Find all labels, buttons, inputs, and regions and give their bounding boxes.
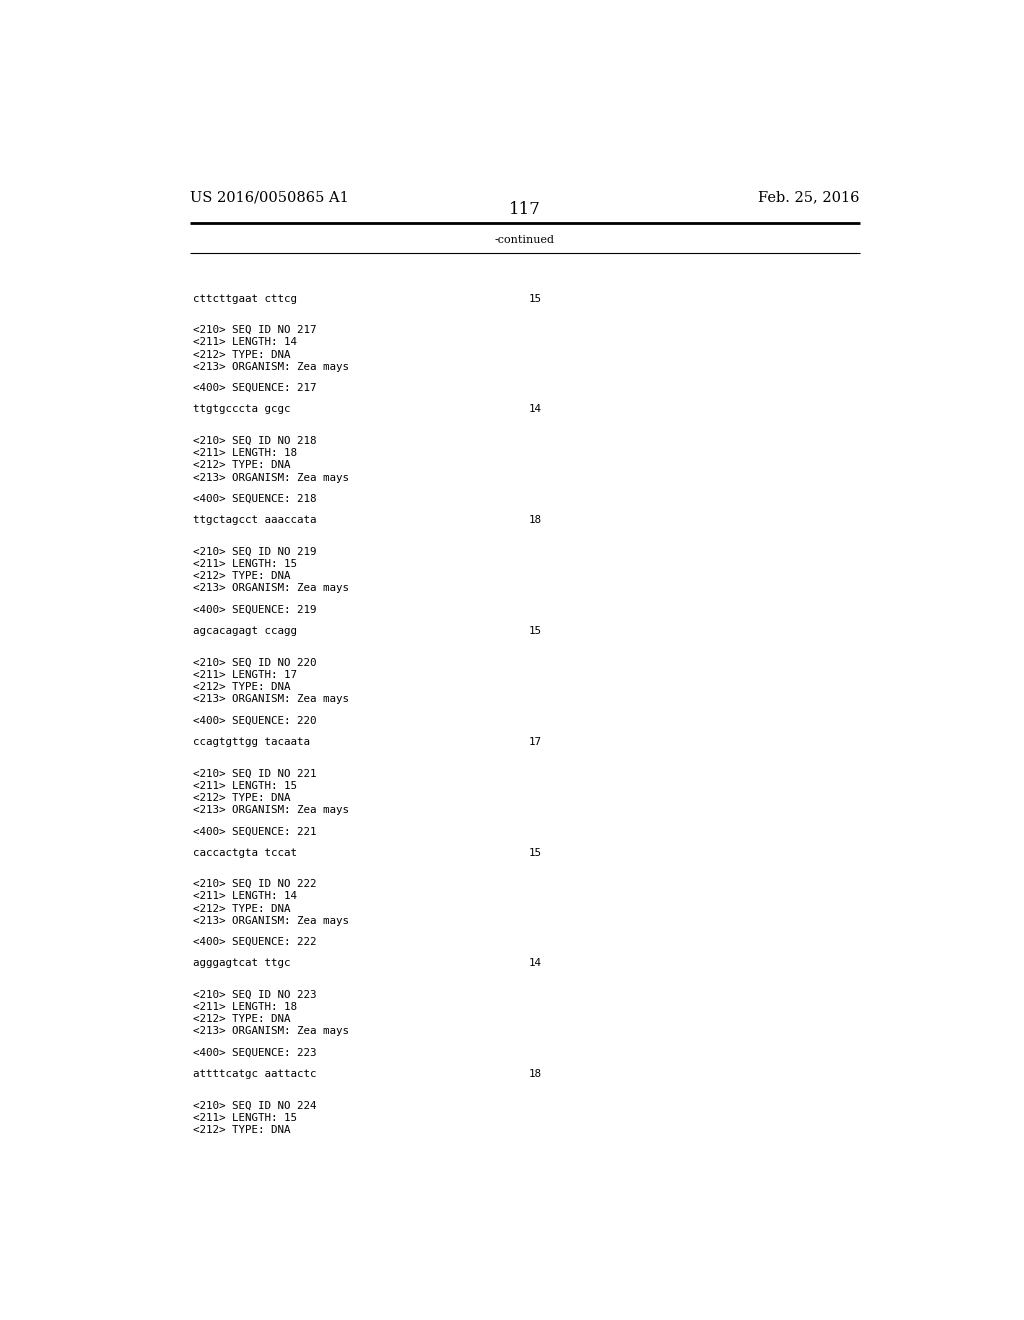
Text: <213> ORGANISM: Zea mays: <213> ORGANISM: Zea mays — [194, 1027, 349, 1036]
Text: <400> SEQUENCE: 217: <400> SEQUENCE: 217 — [194, 383, 316, 393]
Text: 15: 15 — [528, 293, 542, 304]
Text: <400> SEQUENCE: 219: <400> SEQUENCE: 219 — [194, 605, 316, 615]
Text: <212> TYPE: DNA: <212> TYPE: DNA — [194, 1014, 291, 1024]
Text: 14: 14 — [528, 404, 542, 414]
Text: <210> SEQ ID NO 221: <210> SEQ ID NO 221 — [194, 768, 316, 779]
Text: <400> SEQUENCE: 222: <400> SEQUENCE: 222 — [194, 937, 316, 946]
Text: <212> TYPE: DNA: <212> TYPE: DNA — [194, 903, 291, 913]
Text: <210> SEQ ID NO 223: <210> SEQ ID NO 223 — [194, 990, 316, 999]
Text: <211> LENGTH: 15: <211> LENGTH: 15 — [194, 558, 297, 569]
Text: <400> SEQUENCE: 223: <400> SEQUENCE: 223 — [194, 1048, 316, 1057]
Text: 117: 117 — [509, 201, 541, 218]
Text: <212> TYPE: DNA: <212> TYPE: DNA — [194, 682, 291, 692]
Text: agcacagagt ccagg: agcacagagt ccagg — [194, 626, 297, 636]
Text: <211> LENGTH: 15: <211> LENGTH: 15 — [194, 780, 297, 791]
Text: <212> TYPE: DNA: <212> TYPE: DNA — [194, 793, 291, 803]
Text: <211> LENGTH: 18: <211> LENGTH: 18 — [194, 1002, 297, 1012]
Text: attttcatgc aattactc: attttcatgc aattactc — [194, 1069, 316, 1080]
Text: ttgtgcccta gcgc: ttgtgcccta gcgc — [194, 404, 291, 414]
Text: 18: 18 — [528, 1069, 542, 1080]
Text: <213> ORGANISM: Zea mays: <213> ORGANISM: Zea mays — [194, 583, 349, 593]
Text: <212> TYPE: DNA: <212> TYPE: DNA — [194, 572, 291, 581]
Text: <211> LENGTH: 15: <211> LENGTH: 15 — [194, 1113, 297, 1123]
Text: <212> TYPE: DNA: <212> TYPE: DNA — [194, 461, 291, 470]
Text: 15: 15 — [528, 847, 542, 858]
Text: <210> SEQ ID NO 219: <210> SEQ ID NO 219 — [194, 546, 316, 557]
Text: 17: 17 — [528, 737, 542, 747]
Text: <210> SEQ ID NO 218: <210> SEQ ID NO 218 — [194, 436, 316, 446]
Text: <211> LENGTH: 14: <211> LENGTH: 14 — [194, 891, 297, 902]
Text: <400> SEQUENCE: 220: <400> SEQUENCE: 220 — [194, 715, 316, 726]
Text: <400> SEQUENCE: 218: <400> SEQUENCE: 218 — [194, 494, 316, 504]
Text: cttcttgaat cttcg: cttcttgaat cttcg — [194, 293, 297, 304]
Text: <213> ORGANISM: Zea mays: <213> ORGANISM: Zea mays — [194, 362, 349, 372]
Text: agggagtcat ttgc: agggagtcat ttgc — [194, 958, 291, 969]
Text: <212> TYPE: DNA: <212> TYPE: DNA — [194, 350, 291, 359]
Text: <400> SEQUENCE: 221: <400> SEQUENCE: 221 — [194, 826, 316, 837]
Text: <211> LENGTH: 14: <211> LENGTH: 14 — [194, 338, 297, 347]
Text: ccagtgttgg tacaata: ccagtgttgg tacaata — [194, 737, 310, 747]
Text: 18: 18 — [528, 515, 542, 525]
Text: US 2016/0050865 A1: US 2016/0050865 A1 — [189, 190, 348, 205]
Text: <210> SEQ ID NO 220: <210> SEQ ID NO 220 — [194, 657, 316, 668]
Text: <211> LENGTH: 17: <211> LENGTH: 17 — [194, 669, 297, 680]
Text: <211> LENGTH: 18: <211> LENGTH: 18 — [194, 449, 297, 458]
Text: <213> ORGANISM: Zea mays: <213> ORGANISM: Zea mays — [194, 473, 349, 483]
Text: ttgctagcct aaaccata: ttgctagcct aaaccata — [194, 515, 316, 525]
Text: 14: 14 — [528, 958, 542, 969]
Text: <213> ORGANISM: Zea mays: <213> ORGANISM: Zea mays — [194, 694, 349, 704]
Text: Feb. 25, 2016: Feb. 25, 2016 — [758, 190, 860, 205]
Text: <210> SEQ ID NO 224: <210> SEQ ID NO 224 — [194, 1101, 316, 1110]
Text: <210> SEQ ID NO 222: <210> SEQ ID NO 222 — [194, 879, 316, 890]
Text: 15: 15 — [528, 626, 542, 636]
Text: <210> SEQ ID NO 217: <210> SEQ ID NO 217 — [194, 325, 316, 335]
Text: <213> ORGANISM: Zea mays: <213> ORGANISM: Zea mays — [194, 916, 349, 925]
Text: <213> ORGANISM: Zea mays: <213> ORGANISM: Zea mays — [194, 805, 349, 814]
Text: caccactgta tccat: caccactgta tccat — [194, 847, 297, 858]
Text: <212> TYPE: DNA: <212> TYPE: DNA — [194, 1125, 291, 1135]
Text: -continued: -continued — [495, 235, 555, 244]
